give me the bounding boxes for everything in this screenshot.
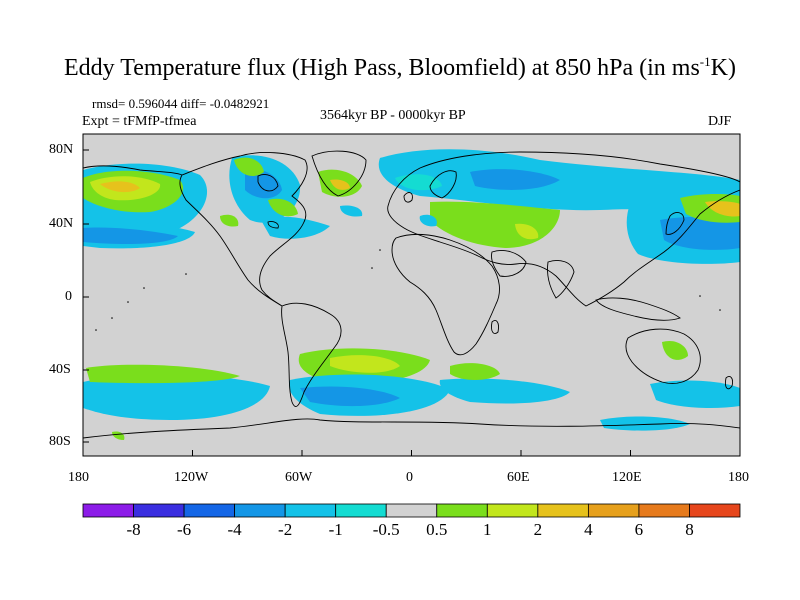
south-america-coastline bbox=[281, 302, 342, 407]
anomaly-area bbox=[680, 194, 740, 223]
colorbar-label: -0.5 bbox=[372, 520, 400, 539]
colorbar-label: -8 bbox=[126, 520, 141, 539]
coastlines bbox=[83, 150, 740, 439]
anomaly-area bbox=[100, 181, 140, 193]
plot-title: Eddy Temperature flux (High Pass, Bloomf… bbox=[0, 54, 800, 82]
anomaly-area bbox=[245, 169, 282, 199]
new-zealand-coastline bbox=[725, 375, 733, 390]
alaska-coastline bbox=[83, 165, 183, 176]
x-tick-label: 180 bbox=[728, 470, 749, 485]
colorbar-label: 2 bbox=[533, 520, 543, 539]
colorbar-swatch bbox=[234, 503, 286, 518]
anomaly-area bbox=[600, 416, 690, 431]
anomaly-area bbox=[439, 378, 570, 404]
colorbar-label: 4 bbox=[584, 520, 593, 539]
anomaly-area bbox=[705, 201, 740, 217]
title-superscript: -1 bbox=[699, 54, 711, 69]
anomaly-area bbox=[83, 374, 270, 420]
indonesia-coastline bbox=[595, 297, 681, 321]
colorbar-swatch bbox=[82, 503, 134, 518]
title-prefix: Eddy Temperature flux (High Pass, Bloomf… bbox=[64, 55, 700, 81]
india-coastline bbox=[547, 260, 575, 299]
colorbar-swatch bbox=[537, 503, 589, 518]
colorbar-label: 8 bbox=[685, 520, 694, 539]
colorbar-label: -6 bbox=[176, 520, 192, 539]
y-tick-label: 40N bbox=[49, 216, 74, 231]
anomaly-area bbox=[470, 169, 560, 190]
colorbar-label: -2 bbox=[278, 520, 293, 539]
colorbar-swatch bbox=[689, 503, 741, 518]
colorbar-swatch bbox=[638, 503, 690, 518]
experiment-label: Expt = tFMfP-tfmea bbox=[82, 114, 197, 129]
anomaly-area bbox=[330, 179, 350, 190]
arabia-coastline bbox=[491, 250, 527, 277]
season-label: DJF bbox=[708, 114, 732, 129]
colorbar-label: 1 bbox=[483, 520, 492, 539]
eurasia-coastline bbox=[387, 151, 740, 307]
y-tick-label: 80N bbox=[49, 142, 74, 157]
x-tick-label: 0 bbox=[406, 470, 413, 485]
small-islands bbox=[95, 249, 721, 331]
y-tick-label: 40S bbox=[49, 362, 71, 377]
colorbar-label: 0.5 bbox=[426, 520, 448, 539]
anomaly-area bbox=[515, 223, 539, 240]
madagascar-coastline bbox=[491, 320, 499, 334]
colorbar bbox=[82, 503, 741, 518]
anomaly-area bbox=[86, 364, 240, 384]
colorbar-swatch bbox=[284, 503, 337, 518]
scandinavia-coastline bbox=[429, 170, 457, 199]
british-isles-coastline bbox=[403, 192, 413, 203]
x-tick-label: 60W bbox=[285, 470, 313, 485]
anomaly-area bbox=[340, 205, 363, 217]
colorbar-swatch bbox=[486, 503, 539, 518]
anomaly-fields bbox=[83, 149, 740, 440]
colorbar-swatch bbox=[587, 503, 640, 518]
anomaly-area bbox=[650, 380, 740, 408]
africa-coastline bbox=[391, 233, 500, 356]
japan-coastline bbox=[665, 212, 685, 235]
anomaly-area bbox=[220, 214, 239, 227]
y-tick-label: 80S bbox=[49, 434, 71, 449]
x-tick-label: 120W bbox=[174, 470, 209, 485]
colorbar-swatch bbox=[385, 503, 438, 518]
colorbar-swatch bbox=[183, 503, 236, 518]
anomaly-area bbox=[268, 198, 298, 217]
anomaly-area bbox=[660, 216, 740, 250]
north-america-coastline bbox=[179, 152, 308, 307]
colorbar-label: -1 bbox=[328, 520, 343, 539]
anomaly-area bbox=[300, 386, 400, 407]
great-lakes-coastline bbox=[267, 221, 279, 229]
stats-text: rmsd= 0.596044 diff= -0.0482921 bbox=[92, 96, 270, 111]
colorbar-swatch bbox=[133, 503, 185, 518]
x-tick-label: 180 bbox=[68, 470, 89, 485]
anomaly-area bbox=[330, 355, 400, 373]
anomaly-area bbox=[83, 227, 178, 244]
anomaly-area bbox=[662, 340, 688, 360]
colorbar-swatch bbox=[335, 503, 387, 518]
colorbar-label: -4 bbox=[227, 520, 242, 539]
anomaly-area bbox=[450, 363, 500, 380]
australia-coastline bbox=[625, 328, 701, 384]
greenland-coastline bbox=[311, 150, 367, 197]
x-tick-label: 120E bbox=[612, 470, 642, 485]
anomaly-area bbox=[234, 157, 264, 176]
anomaly-area bbox=[262, 216, 330, 239]
x-tick-label: 60E bbox=[507, 470, 530, 485]
title-suffix: K) bbox=[710, 55, 736, 81]
antarctica-coastline bbox=[83, 418, 740, 439]
colorbar-label: 6 bbox=[634, 520, 644, 539]
period-label: 3564kyr BP - 0000kyr BP bbox=[320, 108, 466, 123]
axis-ticks bbox=[82, 149, 741, 456]
hudson-bay-coastline bbox=[257, 174, 279, 192]
y-tick-label: 0 bbox=[65, 289, 72, 304]
colorbar-swatch bbox=[436, 503, 488, 518]
anomaly-area bbox=[419, 214, 437, 227]
